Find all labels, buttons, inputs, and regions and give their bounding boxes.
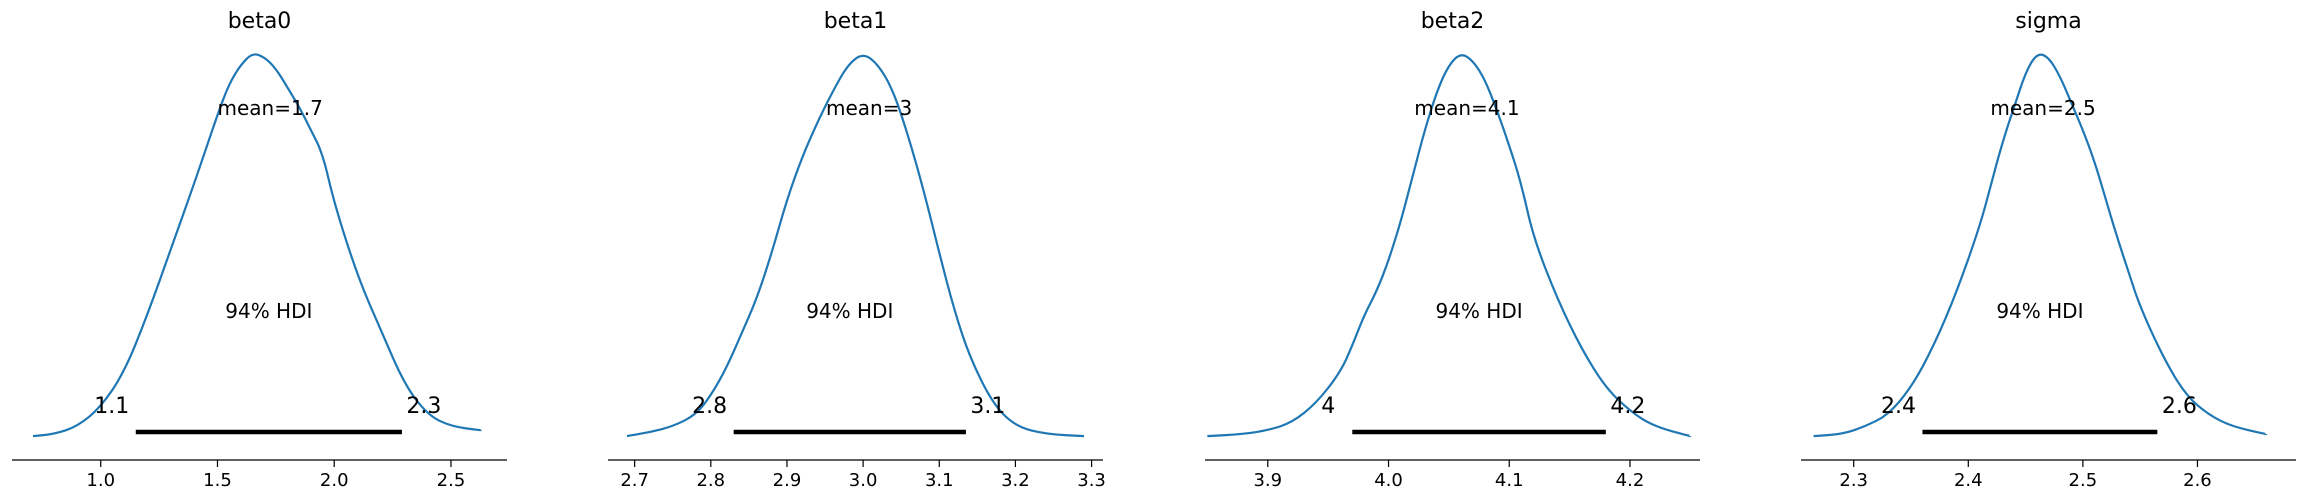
hdi-upper-label: 3.1 (970, 394, 1005, 419)
panel-beta1: beta1 mean=3 94% HDI 2.8 3.1 2.7 2.8 2.9 3.0 3.1 3… (608, 9, 1106, 491)
panel-title: beta2 (1421, 9, 1485, 34)
x-tick-label: 1.5 (203, 470, 232, 491)
density-curve (626, 54, 1085, 438)
mean-label: mean=4.1 (1414, 96, 1519, 120)
x-tick-label: 2.9 (773, 470, 802, 491)
density-curve (1813, 53, 2268, 438)
x-tick-label: 1.0 (86, 470, 115, 491)
density-curve (32, 53, 483, 438)
x-tick-label: 3.0 (849, 470, 878, 491)
hdi-label: 94% HDI (806, 299, 893, 323)
hdi-label: 94% HDI (225, 299, 312, 323)
x-tick-label: 2.4 (1954, 470, 1983, 491)
x-tick-label: 3.9 (1253, 470, 1282, 491)
panel-title: beta0 (228, 9, 292, 34)
hdi-upper-label: 2.6 (2162, 394, 2197, 419)
x-tick-label: 4.1 (1495, 470, 1524, 491)
panel-beta2: beta2 mean=4.1 94% HDI 4 4.2 3.9 4.0 4.1 4.2 (1205, 9, 1700, 491)
mean-label: mean=2.5 (1990, 96, 2095, 120)
panel-title: sigma (2015, 9, 2081, 34)
density-curve (1207, 54, 1692, 438)
hdi-label: 94% HDI (1996, 299, 2083, 323)
mean-label: mean=3 (826, 96, 912, 120)
hdi-lower-label: 4 (1321, 394, 1335, 419)
hdi-label: 94% HDI (1435, 299, 1522, 323)
x-tick-label: 2.0 (320, 470, 349, 491)
hdi-lower-label: 2.8 (692, 394, 727, 419)
panel-sigma: sigma mean=2.5 94% HDI 2.4 2.6 2.3 2.4 2.5 2.6 (1801, 9, 2296, 491)
x-tick-label: 2.3 (1839, 470, 1868, 491)
panel-title: beta1 (824, 9, 888, 34)
x-tick-label: 4.2 (1616, 470, 1645, 491)
x-tick-label: 3.3 (1077, 470, 1106, 491)
x-tick-label: 2.7 (620, 470, 649, 491)
mean-label: mean=1.7 (218, 96, 323, 120)
x-tick-label: 2.6 (2183, 470, 2212, 491)
hdi-upper-label: 4.2 (1610, 394, 1645, 419)
hdi-lower-label: 2.4 (1881, 394, 1916, 419)
x-tick-label: 3.2 (1001, 470, 1030, 491)
hdi-upper-label: 2.3 (406, 394, 441, 419)
hdi-lower-label: 1.1 (94, 394, 129, 419)
x-tick-label: 2.5 (2069, 470, 2098, 491)
x-tick-label: 2.8 (696, 470, 725, 491)
x-tick-label: 4.0 (1374, 470, 1403, 491)
x-tick-label: 3.1 (925, 470, 954, 491)
panel-beta0: beta0 mean=1.7 94% HDI 1.1 2.3 1.0 1.5 2.0 2.5 (12, 9, 507, 491)
x-tick-label: 2.5 (437, 470, 466, 491)
